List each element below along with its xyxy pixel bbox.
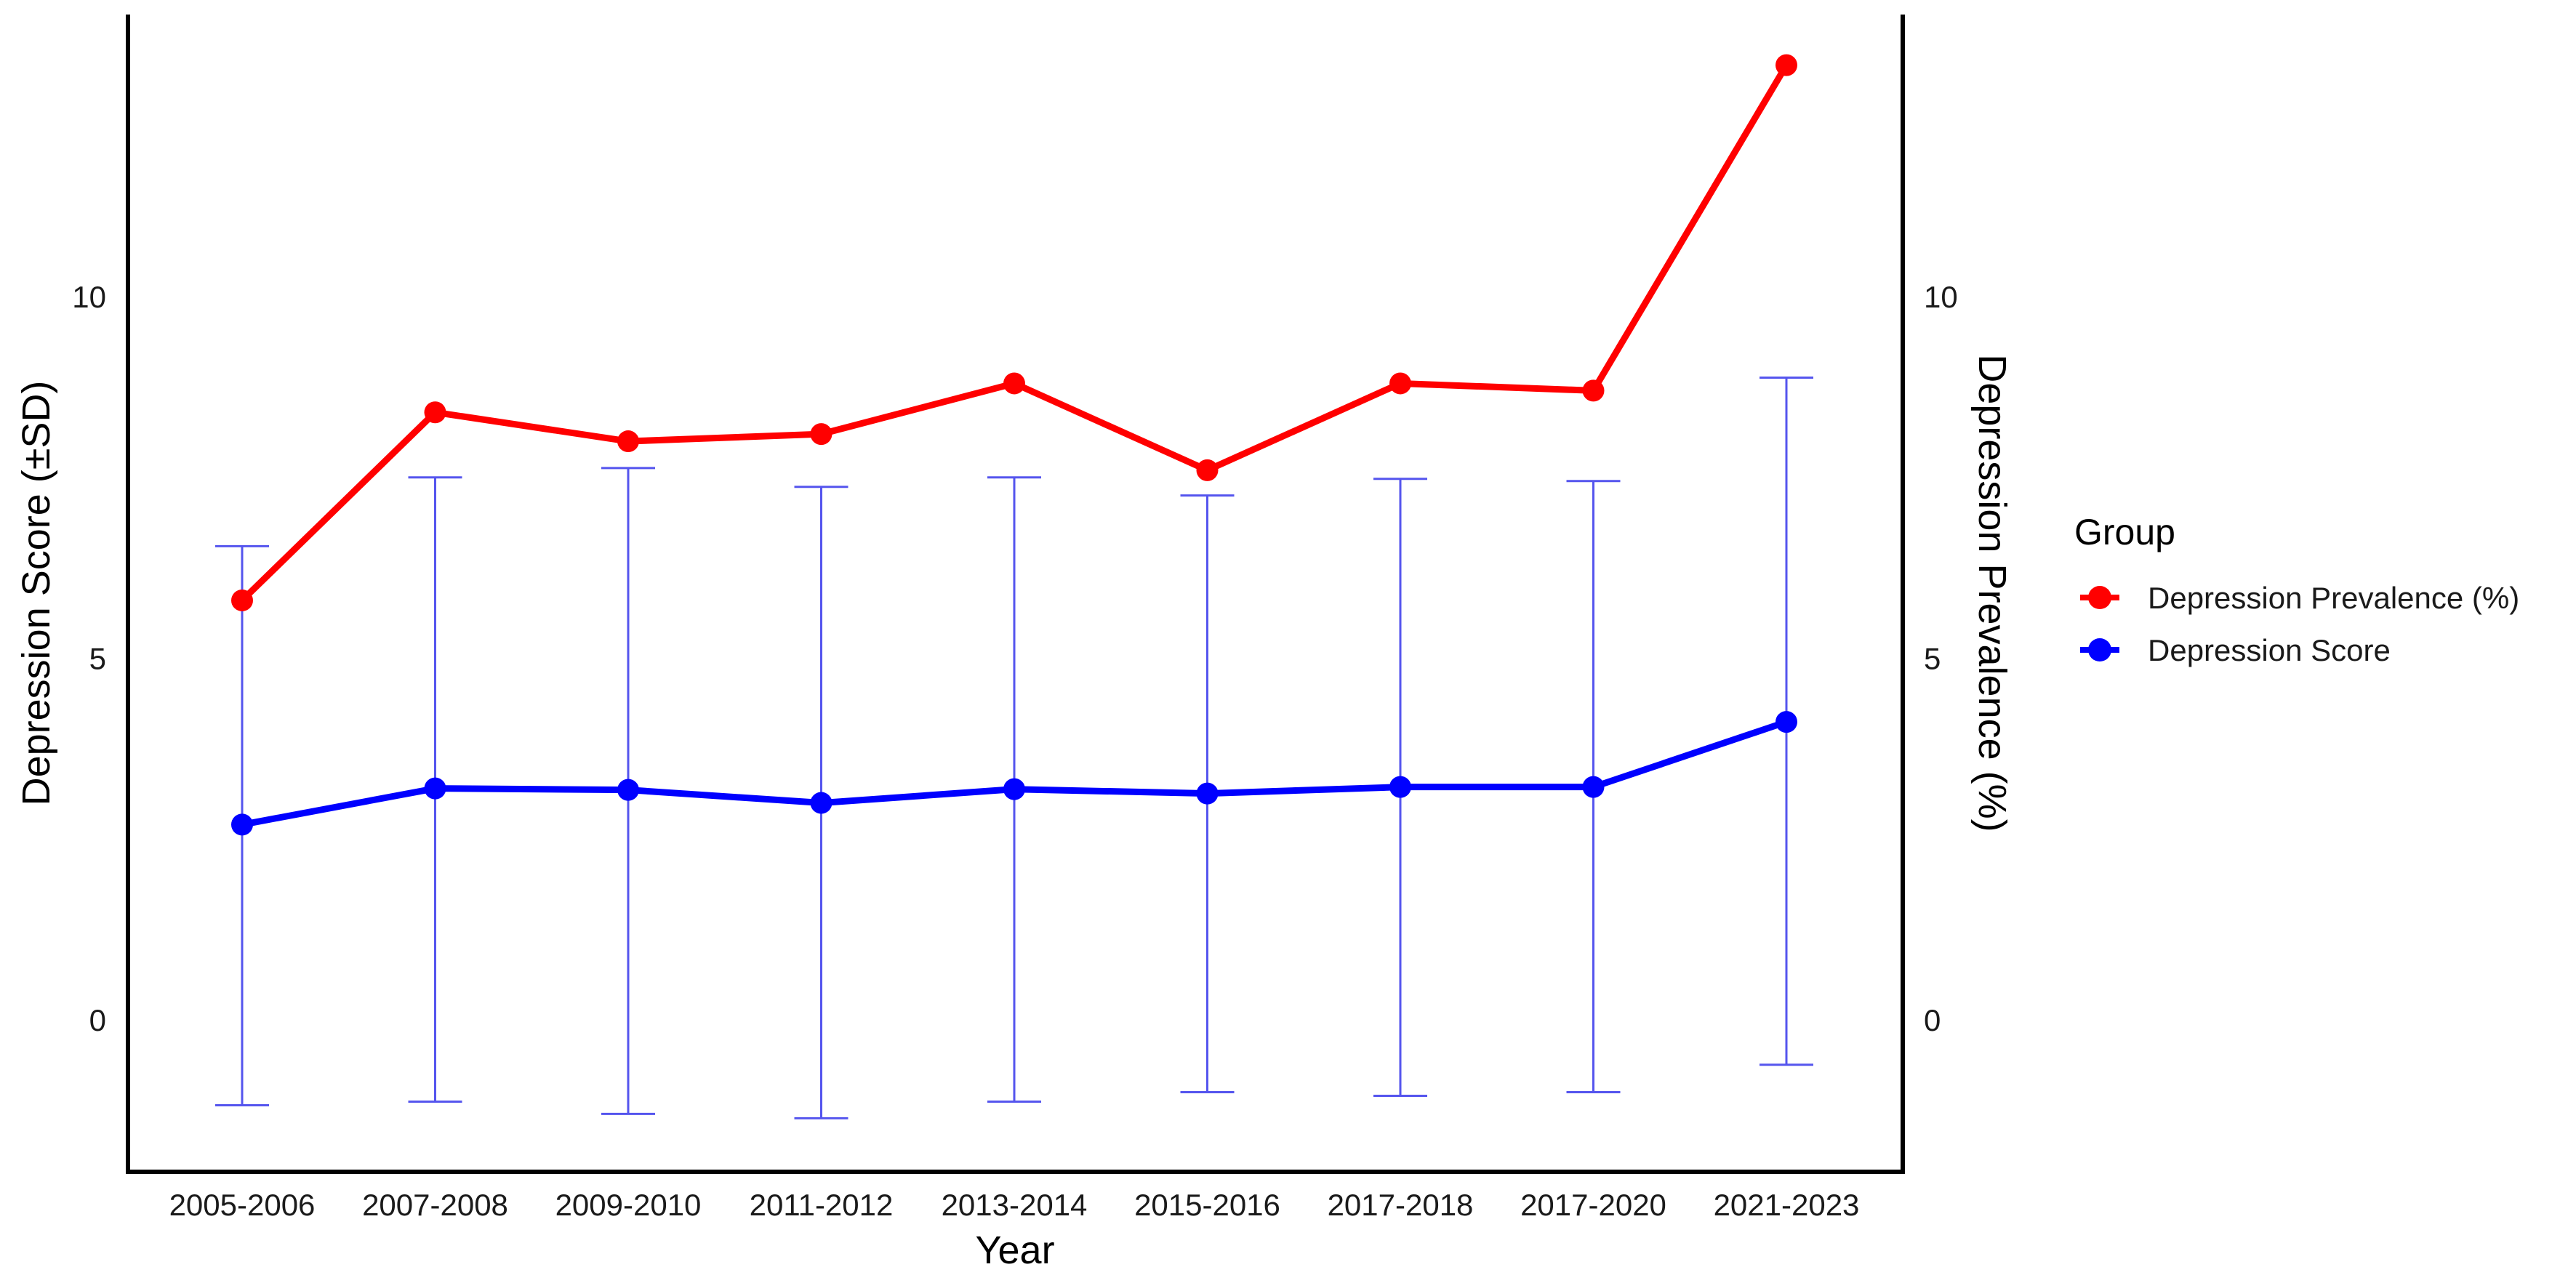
x-tick-label: 2011-2012 (750, 1188, 894, 1222)
data-point-score (1582, 776, 1605, 798)
left-axis-title: Depression Score (±SD) (15, 381, 58, 806)
x-tick-label: 2007-2008 (362, 1188, 508, 1222)
data-point-prevalence (1389, 372, 1411, 395)
x-tick-label: 2015-2016 (1134, 1188, 1280, 1222)
x-tick-label: 2013-2014 (942, 1188, 1088, 1222)
x-axis-title: Year (975, 1228, 1054, 1272)
legend-key-point-score (2088, 638, 2111, 661)
x-tick-label: 2021-2023 (1714, 1188, 1860, 1222)
tick-labels: 2005-2006 2007-2008 2009-2010 2011-2012 2013… (72, 280, 1957, 1222)
data-point-prevalence (617, 430, 639, 453)
legend-item-prevalence: Depression Prevalence (%) (2080, 581, 2519, 615)
legend: Group Depression Prevalence (%) Depressi… (2074, 512, 2519, 667)
x-tick-label: 2009-2010 (555, 1188, 702, 1222)
data-point-score (1003, 778, 1025, 800)
series-points (231, 54, 1797, 836)
data-point-score (1389, 776, 1411, 798)
y-left-tick-label: 0 (89, 1003, 106, 1037)
y-left-tick-label: 5 (89, 642, 106, 676)
x-tick-label: 2005-2006 (169, 1188, 316, 1222)
legend-key-point-prevalence (2088, 586, 2111, 609)
x-tick-label: 2017-2018 (1328, 1188, 1474, 1222)
data-point-prevalence (810, 423, 832, 446)
y-left-tick-label: 10 (72, 280, 106, 314)
error-bars (215, 376, 1813, 1119)
data-point-score (1196, 782, 1219, 805)
legend-title: Group (2074, 512, 2175, 552)
y-right-tick-label: 10 (1924, 280, 1958, 314)
data-point-score (231, 813, 253, 836)
y-right-tick-label: 0 (1924, 1003, 1941, 1037)
y-right-tick-label: 5 (1924, 642, 1941, 676)
legend-label-score: Depression Score (2148, 633, 2391, 667)
data-point-prevalence (1582, 379, 1605, 402)
data-point-prevalence (1196, 459, 1219, 481)
data-point-prevalence (231, 589, 253, 611)
data-point-prevalence (424, 401, 446, 424)
legend-item-score: Depression Score (2080, 633, 2391, 667)
x-tick-label: 2017-2020 (1520, 1188, 1666, 1222)
data-point-score (617, 779, 639, 801)
legend-label-prevalence: Depression Prevalence (%) (2148, 581, 2519, 615)
data-point-score (810, 792, 832, 814)
data-point-prevalence (1775, 54, 1797, 76)
right-axis-title: Depression Prevalence (%) (1970, 354, 2014, 832)
data-point-score (424, 777, 446, 800)
axes (126, 15, 1905, 1174)
data-point-score (1775, 711, 1797, 733)
data-point-prevalence (1003, 372, 1025, 395)
